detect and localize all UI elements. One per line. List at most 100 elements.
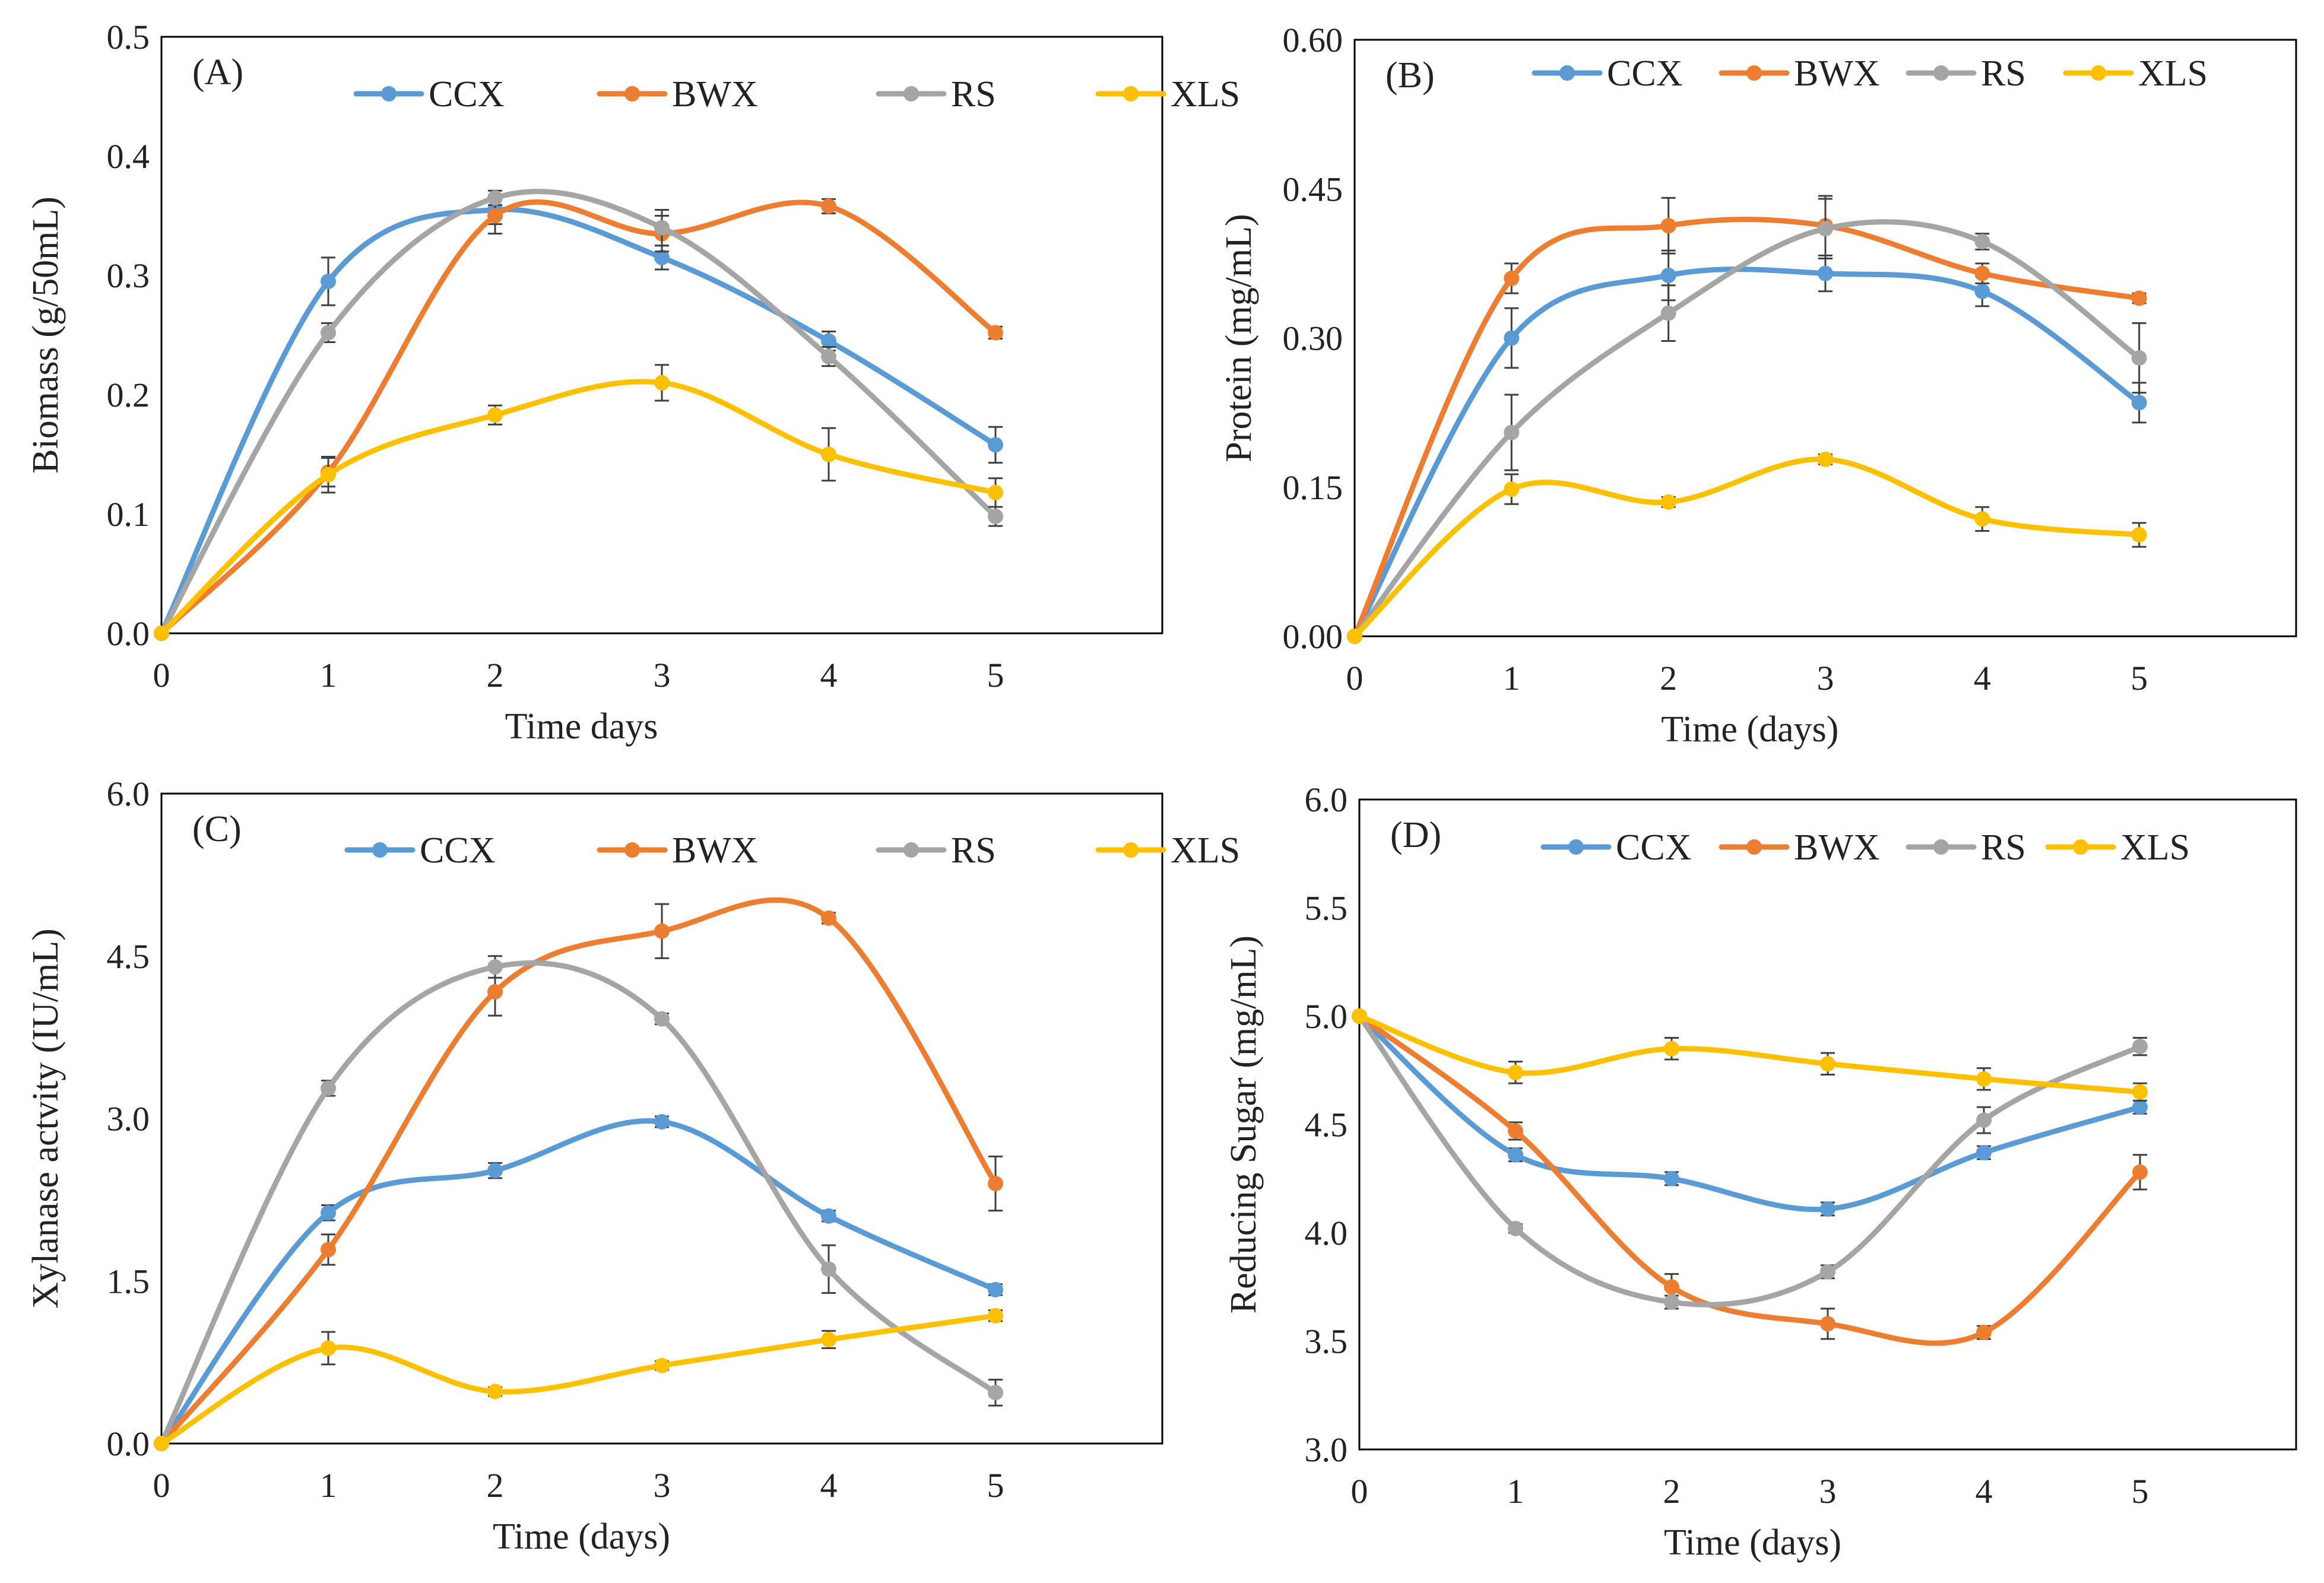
data-point-rs xyxy=(1660,305,1676,321)
data-point-xls xyxy=(1508,1064,1523,1080)
y-axis-label: Protein (mg/mL) xyxy=(1219,214,1259,462)
data-point-xls xyxy=(154,1436,169,1451)
y-tick-label: 1.5 xyxy=(107,1262,150,1300)
data-point-ccx xyxy=(1974,283,1990,299)
legend-marker-rs xyxy=(1933,839,1949,855)
data-point-bwx xyxy=(1508,1123,1523,1139)
data-point-xls xyxy=(1347,629,1362,644)
data-point-xls xyxy=(654,375,670,391)
x-tick-label: 0 xyxy=(153,1466,170,1505)
data-point-rs xyxy=(654,1011,670,1027)
chart-panel-b: 0.00 0.15 0.30 0.45 0.60 0 1 2 3 4 5 Time (days) Pro… xyxy=(1219,21,2297,750)
y-axis-label: Reducing Sugar (mg/mL) xyxy=(1223,935,1264,1314)
series-line-ccx xyxy=(1352,267,2142,639)
y-tick-label: 3.0 xyxy=(1305,1430,1348,1469)
data-point-ccx xyxy=(1664,1170,1679,1187)
y-tick-label: 0.00 xyxy=(1283,617,1343,656)
y-axis-label: Biomass (g/50mL) xyxy=(26,196,66,474)
series-line-ccx xyxy=(1356,1013,2143,1213)
x-tick-label: 5 xyxy=(987,1466,1004,1505)
data-point-rs xyxy=(321,1080,336,1096)
y-tick-label: 6.0 xyxy=(1305,781,1348,819)
x-tick-label: 1 xyxy=(320,656,337,694)
x-tick-label: 3 xyxy=(1819,1472,1837,1511)
x-tick-label: 2 xyxy=(1660,659,1677,697)
series-line-xls xyxy=(1356,1013,2143,1095)
data-point-ccx xyxy=(821,1208,836,1224)
legend-marker-xls xyxy=(2091,65,2106,81)
y-tick-label: 0.15 xyxy=(1283,468,1343,507)
legend-label-bwx: BWX xyxy=(672,74,758,115)
legend-label-bwx: BWX xyxy=(1794,827,1880,868)
data-point-ccx xyxy=(321,1205,336,1221)
data-point-bwx xyxy=(988,1176,1003,1191)
x-tick-label: 1 xyxy=(1503,659,1520,697)
data-point-rs xyxy=(1974,234,1990,250)
series-line-rs xyxy=(158,960,998,1446)
data-point-xls xyxy=(321,1340,336,1356)
data-point-bwx xyxy=(2131,290,2147,306)
y-tick-label: 0.2 xyxy=(107,376,150,414)
data-point-rs xyxy=(821,1261,836,1277)
legend-label-rs: RS xyxy=(951,830,996,871)
legend-label-ccx: CCX xyxy=(420,830,495,871)
data-point-rs xyxy=(654,220,670,236)
legend-marker-bwx xyxy=(624,86,640,101)
y-tick-label: 4.5 xyxy=(1305,1106,1348,1144)
data-point-xls xyxy=(321,467,336,483)
y-tick-label: 0.5 xyxy=(107,18,150,56)
legend-marker-bwx xyxy=(624,842,640,858)
legend-marker-rs xyxy=(903,842,919,858)
data-point-xls xyxy=(1974,511,1990,527)
data-point-xls xyxy=(1818,451,1833,467)
series-line-xls xyxy=(1352,456,2142,639)
x-axis-label: Time days xyxy=(505,706,658,747)
x-tick-label: 4 xyxy=(820,656,838,694)
data-point-rs xyxy=(487,190,503,206)
y-tick-label: 5.5 xyxy=(1305,889,1348,928)
data-point-xls xyxy=(2132,1084,2148,1100)
data-point-ccx xyxy=(1660,267,1676,283)
y-tick-label: 5.0 xyxy=(1305,997,1348,1036)
data-point-xls xyxy=(487,407,503,423)
data-point-bwx xyxy=(1974,265,1990,281)
series-line-rs xyxy=(1352,219,2142,639)
legend-marker-bwx xyxy=(1746,65,1762,81)
data-point-ccx xyxy=(988,1281,1003,1298)
x-tick-label: 3 xyxy=(654,656,671,694)
data-point-bwx xyxy=(821,910,836,926)
data-point-xls xyxy=(1976,1071,1992,1087)
data-point-ccx xyxy=(988,437,1003,453)
x-tick-label: 2 xyxy=(1663,1472,1681,1511)
data-point-rs xyxy=(821,348,836,364)
data-point-rs xyxy=(988,1385,1003,1401)
legend-marker-ccx xyxy=(381,86,397,101)
legend-label-xls: XLS xyxy=(2138,53,2208,94)
data-point-xls xyxy=(1352,1008,1367,1024)
data-point-ccx xyxy=(654,1114,670,1130)
data-point-xls xyxy=(1664,1040,1679,1057)
data-point-bwx xyxy=(1504,271,1520,286)
x-tick-label: 0 xyxy=(1351,1472,1368,1511)
data-point-ccx xyxy=(1508,1147,1523,1163)
data-point-ccx xyxy=(487,1163,503,1179)
y-tick-label: 4.0 xyxy=(1305,1214,1348,1252)
y-tick-label: 4.5 xyxy=(107,937,150,976)
data-point-bwx xyxy=(487,984,503,1000)
x-tick-label: 5 xyxy=(2130,659,2148,697)
plot-frame xyxy=(160,792,1163,1445)
y-tick-label: 0.30 xyxy=(1283,319,1343,358)
y-tick-label: 0.45 xyxy=(1283,170,1343,208)
y-tick-label: 0.0 xyxy=(107,1425,150,1463)
data-point-ccx xyxy=(1504,330,1520,346)
legend-label-xls: XLS xyxy=(1171,830,1240,871)
series-line-rs xyxy=(158,189,998,636)
data-point-xls xyxy=(821,446,836,462)
y-tick-label: 0.1 xyxy=(107,495,150,534)
panel-tag: (B) xyxy=(1385,55,1435,96)
legend-label-xls: XLS xyxy=(1171,74,1240,115)
data-point-rs xyxy=(321,325,336,341)
x-tick-label: 2 xyxy=(487,656,504,694)
data-point-ccx xyxy=(2131,395,2147,411)
